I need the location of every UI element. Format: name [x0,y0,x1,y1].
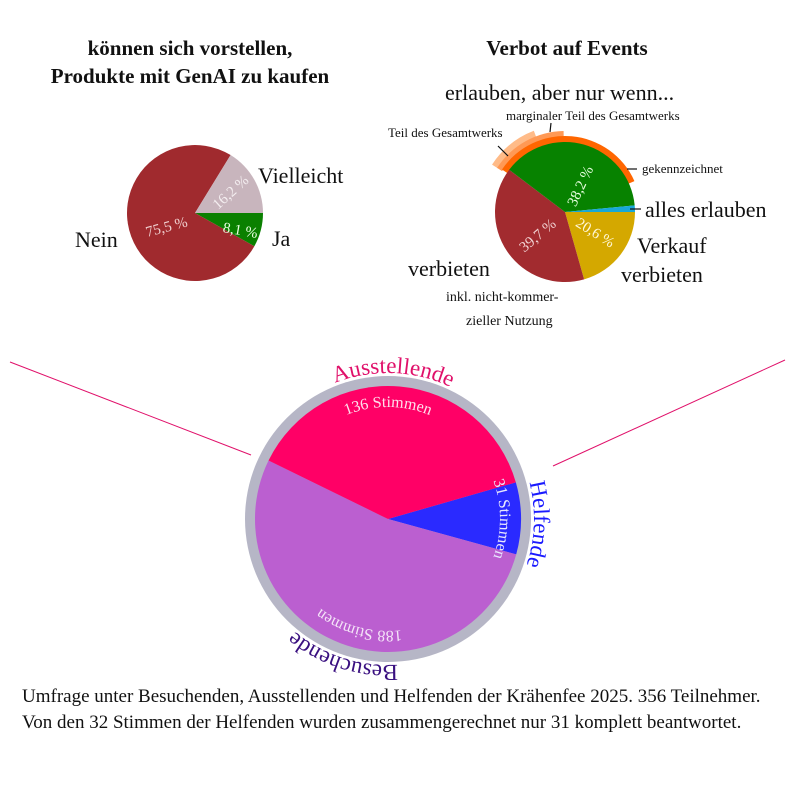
sub-arcs [492,130,635,184]
connector-line-left [9,361,252,456]
leader-teil [497,145,509,157]
pie-slice-ja [195,213,263,247]
chart1-title-line1: können sich vorstellen, [88,36,293,60]
pie-genai [127,145,263,281]
leader-lines [497,122,641,210]
pie-slice-ausstellende [268,386,516,519]
value-helfende: 31 Stimmen [490,477,514,561]
connector-line-right [552,359,786,467]
label-vielleicht: Vielleicht [258,163,343,188]
caption: Umfrage unter Besuchenden, Ausstellenden… [22,686,761,733]
pie-slice-verkauf-verbieten [565,212,635,280]
chart2-title: Verbot auf Events [486,36,647,60]
leader-marginal [549,122,552,133]
pct-label-ja: 8,1 % [222,220,259,242]
pie-slice-erlauben-aber-nur-wenn [509,141,635,212]
label-nein: Nein [75,227,118,252]
pie-slice-alles-erlauben [565,205,635,212]
sub-arc-gekennzeichnet [501,136,635,184]
pie-verbot [495,141,635,283]
pie-participants [255,386,521,652]
sublabel-verbieten-2: zieller Nutzung [466,314,553,329]
label-gekennzeichnet: gekennzeichnet [642,161,723,176]
label-verbieten: verbieten [408,256,490,281]
pie-slice-besuchende [255,460,517,652]
label-verkauf-verbieten: verbieten [621,262,703,287]
label-marginal: marginaler Teil des Gesamtwerks [506,108,680,123]
label-ja: Ja [272,226,291,251]
chart1-title-line2: Produkte mit GenAI zu kaufen [51,64,330,88]
pie-slice-nein [127,145,255,281]
label-erlauben-wenn: erlauben, aber nur wenn... [445,80,674,105]
pie-slice-verbieten [495,169,585,283]
label-verkauf: Verkauf [637,233,707,258]
label-alles-erlauben: alles erlauben [645,197,767,222]
label-teil: Teil des Gesamtwerks [388,125,503,140]
pie-slice-vielleicht [195,155,263,213]
sublabel-verbieten-1: inkl. nicht-kommer- [446,290,559,305]
pie-slice-helfende [388,482,521,555]
